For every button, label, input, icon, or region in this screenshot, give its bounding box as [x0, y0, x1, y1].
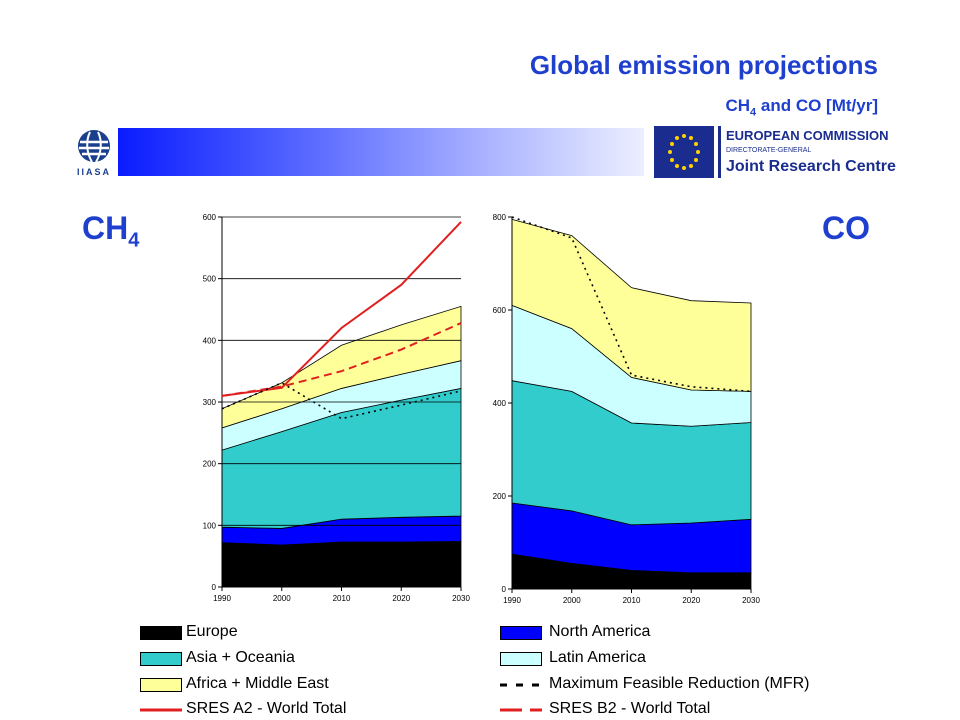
ch4-x-tick-label: 2000 — [273, 594, 291, 603]
legend-label-latin-america: Latin America — [549, 649, 646, 666]
co-y-tick-label: 0 — [502, 585, 507, 594]
ch4-x-tick-label: 2030 — [452, 594, 470, 603]
co-x-tick-label: 2000 — [563, 596, 581, 605]
ec-dg: DIRECTORATE-GENERAL — [726, 147, 811, 154]
header-gradient-band — [118, 128, 644, 176]
ch4-line-maximum-feasible-reduction-mfr- — [221, 381, 462, 420]
ch4-y-tick-label: 500 — [203, 275, 217, 284]
subtitle-ch: CH — [725, 96, 751, 115]
ch4-x-tick-label: 2020 — [392, 594, 410, 603]
ch4-line-sres-b2-world-total — [221, 322, 462, 397]
ec-name: EUROPEAN COMMISSION — [726, 128, 889, 143]
page-title: Global emission projections — [529, 50, 878, 80]
co-line-maximum-feasible-reduction-mfr- — [511, 216, 752, 393]
legend-swatch-africa-middle-east — [140, 678, 182, 692]
ch4-y-tick-label: 600 — [203, 213, 217, 222]
legend-swatch-sres-b2-world-total — [500, 708, 542, 712]
legend-label-north-america: North America — [549, 623, 651, 640]
co-label: CO — [822, 210, 870, 246]
legend-swatch-north-america — [500, 626, 542, 640]
ch4-y-tick-label: 300 — [203, 398, 217, 407]
ch4-y-tick-label: 200 — [203, 460, 217, 469]
legend-label-europe: Europe — [186, 623, 238, 640]
legend-label-africa-middle-east: Africa + Middle East — [186, 675, 329, 692]
legend-swatch-maximum-feasible-reduction-mfr — [500, 683, 542, 687]
co-y-tick-label: 600 — [493, 306, 507, 315]
ch4-label-main: CH — [82, 210, 129, 246]
co-y-tick-label: 400 — [493, 399, 507, 408]
ch4-y-tick-label: 100 — [203, 521, 217, 530]
legend-swatch-latin-america — [500, 652, 542, 666]
page-subtitle: CH4 and CO [Mt/yr] — [725, 96, 878, 118]
co-x-tick-label: 1990 — [503, 596, 521, 605]
ch4-y-tick-label: 0 — [212, 583, 217, 592]
co-area-africa-middle-east — [511, 218, 752, 392]
co-x-tick-label: 2010 — [623, 596, 641, 605]
legend-swatch-asia-oceania — [140, 652, 182, 666]
ec-jrc-logo: EUROPEAN COMMISSION DIRECTORATE-GENERAL … — [652, 124, 908, 180]
ch4-y-tick-label: 400 — [203, 336, 217, 345]
iiasa-globe-icon: IIASA — [77, 130, 111, 177]
co-x-tick-label: 2020 — [682, 596, 700, 605]
co-y-tick-label: 800 — [493, 213, 507, 222]
iiasa-logo-text: IIASA — [77, 167, 111, 177]
legend-label-maximum-feasible-reduction-mfr: Maximum Feasible Reduction (MFR) — [549, 675, 810, 692]
ch4-label-sub: 4 — [128, 229, 140, 252]
ch4-area-africa-middle-east — [221, 305, 462, 429]
legend-label-asia-oceania: Asia + Oceania — [186, 649, 295, 666]
ec-jrc: Joint Research Centre — [726, 158, 896, 175]
co-y-tick-label: 200 — [493, 492, 507, 501]
ch4-area-europe — [221, 540, 462, 588]
iiasa-logo: IIASA — [70, 126, 118, 178]
co-x-tick-label: 2030 — [742, 596, 760, 605]
emission-charts: 0 100 200 300 400 500 600 1990 2000 2010 2020 2030 0… — [203, 213, 761, 605]
legend-swatch-sres-a2-world-total — [140, 708, 182, 712]
subtitle-rest: and CO [Mt/yr] — [756, 96, 878, 115]
subtitle-sub: 4 — [750, 106, 757, 119]
ch4-x-tick-label: 1990 — [213, 594, 231, 603]
legend-swatch-europe — [140, 626, 182, 640]
ch4-label: CH4 — [82, 210, 139, 252]
ch4-x-tick-label: 2010 — [333, 594, 351, 603]
legend-label-sres-b2-world-total: SRES B2 - World Total — [549, 700, 711, 717]
legend-label-sres-a2-world-total: SRES A2 - World Total — [186, 700, 347, 717]
eu-flag-icon: EUROPEAN COMMISSION DIRECTORATE-GENERAL … — [654, 126, 896, 178]
